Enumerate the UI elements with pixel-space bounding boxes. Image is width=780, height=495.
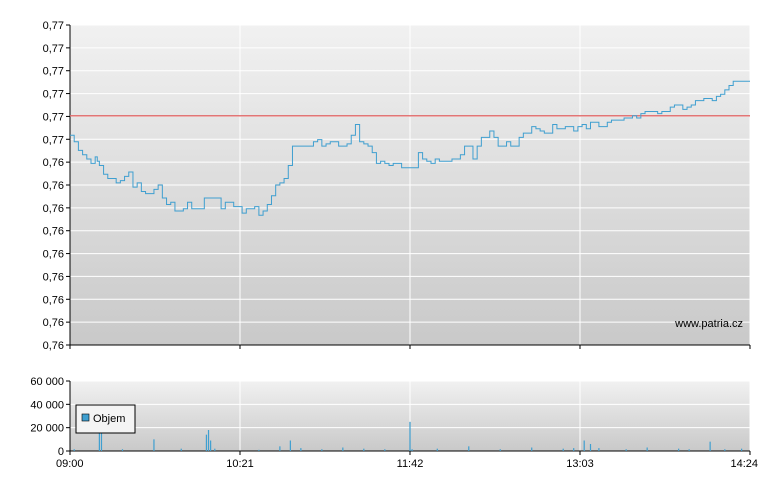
volume-y-tick-label: 40 000 [30,399,64,411]
legend-box [75,404,136,434]
price-y-tick-label: 0,77 [43,89,64,101]
volume-bar [300,448,302,451]
price-panel: 0,77 0,77 0,77 0,77 0,77 0,77 0,76 0,76 0,76 0,76… [43,20,751,352]
volume-bar [363,448,365,451]
price-y-tick-label: 0,77 [43,20,64,32]
volume-bar [205,434,208,451]
volume-bar [342,447,344,451]
price-y-tick-label: 0,76 [43,226,64,238]
legend-swatch [81,413,90,422]
volume-bar [646,447,648,451]
price-y-tick-label: 0,76 [43,203,64,215]
price-y-tick-label: 0,77 [43,66,64,78]
volume-bar [384,449,386,451]
price-y-tick-label: 0,76 [43,249,64,261]
price-y-tick-label: 0,76 [43,340,64,352]
volume-bar [279,446,281,451]
volume-bar [180,448,182,451]
price-y-tick-label: 0,76 [43,294,64,306]
volume-bar [598,448,600,451]
volume-bar [436,448,438,451]
x-tick-label: 14:24 [730,458,758,470]
price-y-tick-label: 0,77 [43,134,64,146]
volume-bar [724,449,726,451]
volume-bar [741,448,743,451]
volume-bar [207,430,210,451]
volume-bar [214,448,216,451]
volume-bar [573,448,575,451]
volume-bar [411,449,413,451]
series-line [70,80,750,216]
volume-bar [73,449,75,451]
volume-bar [210,440,212,451]
legend-label: Objem [93,413,125,425]
volume-bar [499,449,501,451]
volume-bar [98,427,100,451]
x-tick-label: 10:21 [226,458,254,470]
volume-y-tick-label: 0 [58,446,64,458]
volume-y-ticks: 60 000 40 000 20 000 0 [30,376,70,458]
volume-bar [678,448,680,451]
volume-bar [289,440,291,451]
x-tick-label: 13:03 [566,458,594,470]
volume-y-tick-label: 20 000 [30,423,64,435]
volume-x-ticks: 09:00 10:21 11:42 13:03 14:24 [56,451,758,470]
x-tick-label: 09:00 [56,458,84,470]
volume-bar [625,449,627,451]
price-y-tick-label: 0,76 [43,317,64,329]
price-y-tick-label: 0,76 [43,271,64,283]
watermark: www.patria.cz [674,318,743,330]
price-y-ticks: 0,77 0,77 0,77 0,77 0,77 0,77 0,76 0,76 0,76 0,76… [43,20,70,352]
volume-bar [583,440,585,451]
volume-bar [321,449,323,451]
x-tick-label: 11:42 [397,458,424,470]
volume-bar [468,446,470,451]
volume-bar [409,421,411,451]
volume-bar [153,439,155,451]
volume-bar [688,449,690,451]
price-y-tick-label: 0,77 [43,111,64,123]
volume-legend: Objem [75,404,136,434]
volume-bar [562,448,564,451]
volume-bar [709,441,711,451]
volume-bar [531,447,533,451]
volume-bar [121,449,124,451]
price-x-ticks [69,345,751,349]
volume-bar [258,449,260,451]
price-y-tick-label: 0,77 [43,43,64,55]
volume-bar [589,444,592,451]
volume-panel: 60 000 40 000 20 000 0 09:00 10:21 11:42 13:03… [30,376,758,470]
volume-y-tick-label: 60 000 [30,376,64,388]
price-y-tick-label: 0,76 [43,157,64,169]
price-y-tick-label: 0,76 [43,180,64,192]
